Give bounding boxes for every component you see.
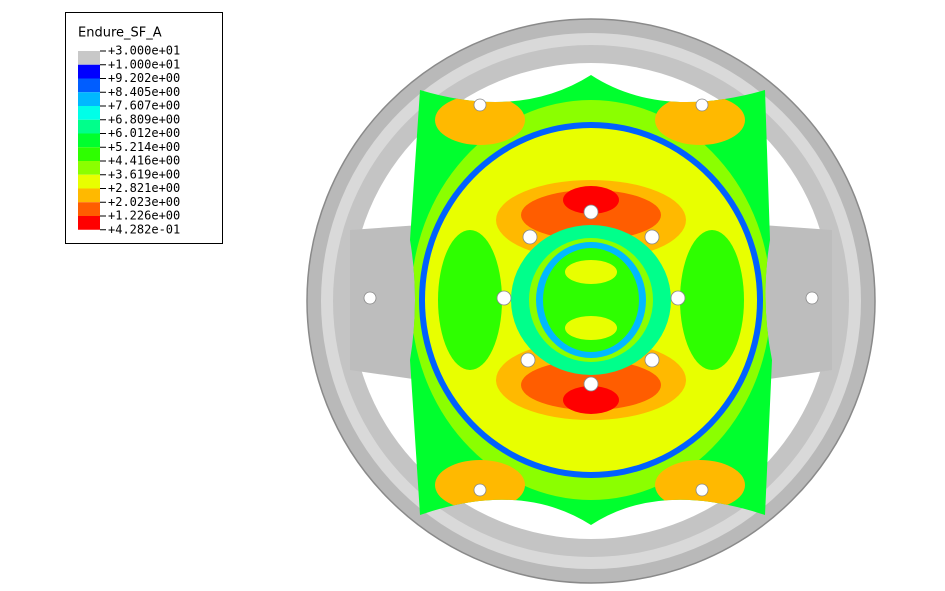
legend-title: Endure_SF_A [78, 26, 162, 41]
legend-label: +6.012e+00 [108, 126, 180, 140]
vent-hole [363, 291, 377, 305]
legend-label: +4.416e+00 [108, 154, 180, 168]
contour-zone [680, 230, 744, 370]
bolt-hole [520, 352, 536, 368]
legend-label: +6.809e+00 [108, 112, 180, 126]
bolt-hole [644, 352, 660, 368]
vent-hole [473, 98, 487, 112]
bolt-hole [670, 290, 686, 306]
legend-swatch [78, 161, 100, 175]
vent-hole [473, 483, 487, 497]
side-flange-right [762, 225, 832, 380]
legend-label: +3.619e+00 [108, 167, 180, 181]
legend-label: +9.202e+00 [108, 71, 180, 85]
vent-hole [695, 98, 709, 112]
legend-label: +3.000e+01 [108, 44, 180, 58]
bolt-hole [522, 229, 538, 245]
contour-zone [655, 95, 745, 145]
legend-swatch [78, 202, 100, 216]
vent-hole [805, 291, 819, 305]
bolt-holes [363, 98, 819, 497]
legend-swatch [78, 64, 100, 79]
legend-label: +7.607e+00 [108, 99, 180, 113]
hub-zone [565, 316, 617, 340]
legend-swatch [78, 92, 100, 106]
legend-label: +2.023e+00 [108, 195, 180, 209]
bolt-hole [583, 376, 599, 392]
hub-zone [565, 260, 617, 284]
contour-zone [563, 186, 619, 214]
contour-zone [435, 95, 525, 145]
legend-swatch [78, 147, 100, 161]
legend-label: +2.821e+00 [108, 181, 180, 195]
contour-zone [563, 386, 619, 414]
bolt-hole [583, 204, 599, 220]
side-flange-left [350, 225, 420, 380]
legend-swatch [78, 78, 100, 93]
contour-zone [438, 230, 502, 370]
legend-label: +1.000e+01 [108, 57, 180, 71]
legend-swatch [78, 106, 100, 120]
legend-swatch [78, 188, 100, 203]
vent-hole [695, 483, 709, 497]
legend-label: +5.214e+00 [108, 140, 180, 154]
legend-swatch [78, 216, 100, 230]
legend-swatch [78, 119, 100, 134]
bolt-hole [644, 229, 660, 245]
contour-disk [410, 75, 772, 525]
legend-swatch [78, 174, 100, 189]
legend-swatch [78, 51, 100, 65]
legend-label: +4.282e-01 [108, 222, 180, 236]
legend-label: +1.226e+00 [108, 209, 180, 223]
bolt-hole [496, 290, 512, 306]
legend-swatch [78, 133, 100, 148]
legend: Endure_SF_A +3.000e+01+1.000e+01+9.202e+… [65, 12, 223, 244]
legend-label: +8.405e+00 [108, 85, 180, 99]
